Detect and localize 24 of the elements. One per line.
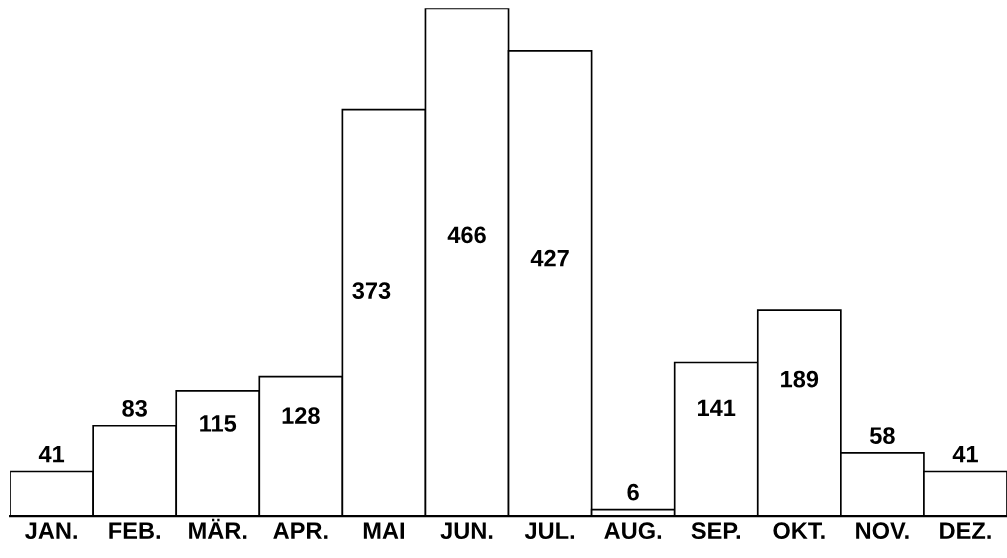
x-tick-label: AUG. [604,522,662,540]
x-tick-label: NOV. [856,522,909,540]
x-tick-label: MAI [363,522,404,539]
x-tick-label: SEP. [691,522,740,540]
data-label: 128 [282,407,320,424]
data-label: 373 [352,282,391,299]
x-tick-label: JUL. [524,522,575,540]
data-label: 6 [627,483,639,501]
x-tick-label: JAN. [25,522,77,540]
data-label: 58 [869,427,895,444]
data-label: 41 [38,445,65,463]
x-tick-label: JUN. [440,522,493,540]
data-label: 41 [952,445,978,463]
data-label: 427 [530,249,569,267]
x-tick-label: DEZ. [940,522,991,539]
x-tick-label: APR. [273,522,328,539]
data-label: 189 [781,370,819,388]
data-label: 141 [698,399,736,416]
data-label: 83 [122,399,147,417]
data-label: 466 [447,226,486,244]
x-tick-label: OKT. [773,522,825,540]
data-label: 115 [200,415,237,432]
x-tick-label: FEB. [109,522,160,539]
x-tick-label: MÄR. [189,518,247,539]
